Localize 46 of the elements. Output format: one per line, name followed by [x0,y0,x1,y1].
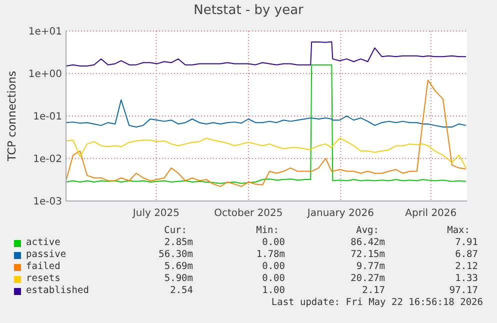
line-series [66,80,466,187]
y-axis-title: TCP connections [6,70,18,162]
y-tick-label: 1e-02 [33,154,62,166]
x-tick-label: April 2026 [405,208,457,220]
text: 56.30m [158,249,193,260]
line-series [66,64,466,184]
x-tick-label: January 2026 [306,208,374,220]
text: 9.77m [356,261,385,272]
text: 0.00 [262,237,285,248]
text: 86.42m [350,237,385,248]
legend-label: active [26,237,60,248]
text: Cur: [164,225,187,236]
legend-label: failed [26,261,60,272]
text: 2.17 [362,285,385,296]
line-series [66,138,466,168]
legend-label: established [26,285,89,296]
y-tick-label: 1e-01 [33,112,62,123]
legend-label: passive [26,249,66,260]
text: Min: [256,225,279,236]
chart-title: Netstat - by year [192,3,304,18]
x-tick-label: October 2025 [214,208,283,220]
text: 5.90m [164,273,193,284]
text: 72.15m [350,249,385,260]
text: Max: [447,225,470,236]
text: 0.00 [262,261,285,272]
y-tick-label: 1e+01 [28,26,62,38]
line-series [66,41,466,67]
text: 97.17 [449,285,478,296]
text: 7.91 [455,237,478,248]
y-tick-label: 1e-03 [33,196,62,208]
text: Avg: [356,225,379,236]
text: 0.00 [262,273,285,284]
text: 1.00 [262,285,285,296]
text: 2.85m [164,237,193,248]
y-tick-label: 1e+00 [28,69,62,80]
legend-label: resets [26,273,60,284]
text: 1.78m [256,249,285,260]
text: 1.33 [455,273,478,284]
x-tick-label: July 2025 [132,208,180,220]
text: Last update: Fri May 22 16:56:18 2026 [271,297,483,308]
text: 6.87 [455,249,478,260]
text: 5.69m [164,261,193,272]
line-series [66,99,466,128]
text: 2.12 [455,261,478,272]
text: 20.27m [350,273,385,284]
text: 2.54 [170,285,193,296]
